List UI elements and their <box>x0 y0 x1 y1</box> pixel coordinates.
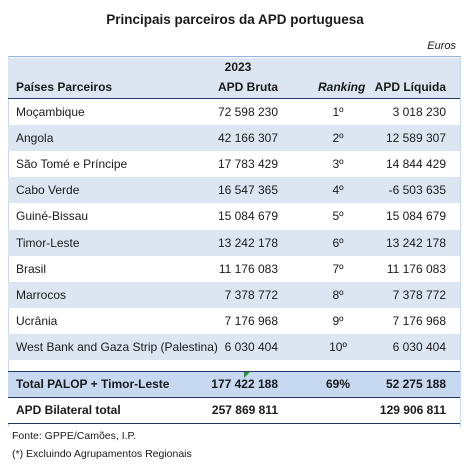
ranking-value: 9º <box>332 313 344 328</box>
bilateral-total-row: APD Bilateral total 257 869 811 129 906 … <box>8 398 460 424</box>
table-title: Principais parceiros da APD portuguesa <box>106 12 364 27</box>
apd-bruta-value: 16 547 365 <box>217 183 278 198</box>
country-name: Timor-Leste <box>16 235 80 250</box>
country-name: Marrocos <box>16 287 67 302</box>
table-row: São Tomé e Príncipe 17 783 429 3º 14 844 42… <box>8 151 460 177</box>
bilateral-total-liquida: 129 906 811 <box>379 403 446 417</box>
apd-liquida-value: 13 242 178 <box>385 235 446 250</box>
table-row: Angola 42 166 307 2º 12 589 307 <box>8 125 460 152</box>
country-name: West Bank and Gaza Strip (Palestina) <box>16 339 218 354</box>
apd-bruta-value: 13 242 178 <box>217 235 278 250</box>
header-apd-bruta: APD Bruta <box>217 80 278 94</box>
apd-liquida-value: 7 378 772 <box>392 287 446 302</box>
currency-unit: Euros <box>427 40 456 52</box>
table-row: Brasil 11 176 083 7º 11 176 083 <box>8 256 460 282</box>
total-palop-label: Total PALOP + Timor-Leste <box>16 377 170 391</box>
apd-liquida-value: -6 503 635 <box>388 183 446 198</box>
ranking-value: 5º <box>332 209 344 224</box>
country-name: São Tomé e Príncipe <box>16 157 128 172</box>
table-row: Moçambique 72 598 230 1º 3 018 230 <box>8 99 460 125</box>
header-partners: Países Parceiros <box>16 80 113 94</box>
year-band <box>8 58 460 76</box>
ranking-value: 3º <box>332 157 344 172</box>
apd-bruta-value: 17 783 429 <box>217 157 278 172</box>
apd-bruta-value: 11 176 083 <box>218 261 278 276</box>
ranking-value: 8º <box>332 287 344 302</box>
table-row: West Bank and Gaza Strip (Palestina) 6 03… <box>8 333 460 360</box>
apd-liquida-value: 11 176 083 <box>386 261 446 276</box>
apd-liquida-value: 3 018 230 <box>392 105 446 119</box>
apd-bruta-value: 15 084 679 <box>217 209 278 224</box>
bilateral-total-bruta: 257 869 811 <box>211 403 278 417</box>
source-note: Fonte: GPPE/Camões, I.P. <box>12 430 137 442</box>
header-row: Países Parceiros APD Bruta Ranking APD L… <box>8 76 460 99</box>
ranking-value: 6º <box>332 235 344 250</box>
ranking-value: 1º <box>332 105 344 119</box>
table-row: Guiné-Bissau 15 084 679 5º 15 084 679 <box>8 203 460 229</box>
header-ranking: Ranking <box>318 80 366 94</box>
footnote: (*) Excluindo Agrupamentos Regionais <box>12 448 192 460</box>
total-palop-liquida: 52 275 188 <box>385 377 446 391</box>
apd-liquida-value: 6 030 404 <box>392 339 446 354</box>
country-name: Angola <box>16 131 54 146</box>
country-name: Cabo Verde <box>16 183 80 198</box>
apd-bruta-value: 7 378 772 <box>224 287 278 302</box>
apd-liquida-value: 14 844 429 <box>385 157 446 172</box>
table-row: Timor-Leste 13 242 178 6º 13 242 178 <box>8 229 460 256</box>
total-palop-bruta: 177 422 188 <box>211 377 278 391</box>
year-label: 2023 <box>224 60 252 74</box>
apd-bruta-value: 72 598 230 <box>217 105 278 119</box>
ranking-value: 2º <box>332 131 344 146</box>
country-name: Ucrânia <box>16 313 58 328</box>
table-row: Ucrânia 7 176 968 9º 7 176 968 <box>8 308 460 334</box>
apd-bruta-value: 42 166 307 <box>217 131 278 146</box>
total-palop-share: 69% <box>325 377 351 391</box>
ranking-value: 7º <box>332 261 344 276</box>
ranking-value: 10º <box>329 339 347 354</box>
apd-liquida-value: 12 589 307 <box>385 131 446 146</box>
table-row: Cabo Verde 16 547 365 4º -6 503 635 <box>8 177 460 204</box>
apd-liquida-value: 15 084 679 <box>385 209 446 224</box>
ranking-value: 4º <box>332 183 344 198</box>
apd-liquida-value: 7 176 968 <box>392 313 446 328</box>
comment-marker-icon <box>244 372 250 378</box>
apd-bruta-value: 7 176 968 <box>224 313 278 328</box>
country-name: Moçambique <box>16 105 85 119</box>
total-palop-row: Total PALOP + Timor-Leste 177 422 188 69… <box>8 371 460 398</box>
bilateral-total-label: APD Bilateral total <box>16 403 121 417</box>
country-name: Brasil <box>16 261 47 276</box>
apd-bruta-value: 6 030 404 <box>224 339 278 354</box>
table-row: Marrocos 7 378 772 8º 7 378 772 <box>8 281 460 308</box>
country-name: Guiné-Bissau <box>16 209 89 224</box>
header-apd-liquida: APD Líquida <box>374 80 446 94</box>
